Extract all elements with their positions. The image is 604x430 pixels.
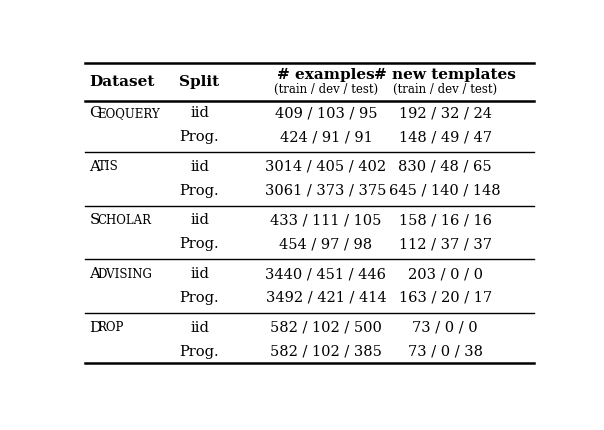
- Text: Dataset: Dataset: [89, 75, 155, 89]
- Text: S: S: [89, 213, 100, 227]
- Text: (train / dev / test): (train / dev / test): [393, 83, 497, 96]
- Text: 203 / 0 / 0: 203 / 0 / 0: [408, 267, 483, 281]
- Text: 148 / 49 / 47: 148 / 49 / 47: [399, 130, 492, 144]
- Text: iid: iid: [190, 267, 209, 281]
- Text: 3492 / 421 / 414: 3492 / 421 / 414: [266, 291, 386, 305]
- Text: iid: iid: [190, 321, 209, 335]
- Text: 433 / 111 / 105: 433 / 111 / 105: [270, 213, 382, 227]
- Text: EOQUERY: EOQUERY: [97, 107, 160, 120]
- Text: Split: Split: [179, 75, 220, 89]
- Text: A: A: [89, 160, 100, 174]
- Text: 424 / 91 / 91: 424 / 91 / 91: [280, 130, 372, 144]
- Text: 582 / 102 / 385: 582 / 102 / 385: [270, 344, 382, 359]
- Text: 192 / 32 / 24: 192 / 32 / 24: [399, 106, 492, 120]
- Text: D: D: [89, 321, 102, 335]
- Text: 3014 / 405 / 402: 3014 / 405 / 402: [265, 160, 387, 174]
- Text: Prog.: Prog.: [180, 184, 219, 198]
- Text: 112 / 37 / 37: 112 / 37 / 37: [399, 237, 492, 251]
- Text: 454 / 97 / 98: 454 / 97 / 98: [280, 237, 373, 251]
- Text: 3440 / 451 / 446: 3440 / 451 / 446: [265, 267, 387, 281]
- Text: 163 / 20 / 17: 163 / 20 / 17: [399, 291, 492, 305]
- Text: 409 / 103 / 95: 409 / 103 / 95: [275, 106, 377, 120]
- Text: G: G: [89, 106, 102, 120]
- Text: Prog.: Prog.: [180, 291, 219, 305]
- Text: 645 / 140 / 148: 645 / 140 / 148: [390, 184, 501, 198]
- Text: iid: iid: [190, 213, 209, 227]
- Text: TIS: TIS: [97, 160, 118, 173]
- Text: 582 / 102 / 500: 582 / 102 / 500: [270, 321, 382, 335]
- Text: 3061 / 373 / 375: 3061 / 373 / 375: [265, 184, 387, 198]
- Text: iid: iid: [190, 160, 209, 174]
- Text: CHOLAR: CHOLAR: [97, 214, 152, 227]
- Text: 158 / 16 / 16: 158 / 16 / 16: [399, 213, 492, 227]
- Text: 73 / 0 / 38: 73 / 0 / 38: [408, 344, 483, 359]
- Text: Prog.: Prog.: [180, 130, 219, 144]
- Text: Prog.: Prog.: [180, 237, 219, 251]
- Text: A: A: [89, 267, 100, 281]
- Text: # new templates: # new templates: [374, 68, 516, 82]
- Text: 830 / 48 / 65: 830 / 48 / 65: [399, 160, 492, 174]
- Text: 73 / 0 / 0: 73 / 0 / 0: [413, 321, 478, 335]
- Text: # examples: # examples: [277, 68, 375, 82]
- Text: Prog.: Prog.: [180, 344, 219, 359]
- Text: (train / dev / test): (train / dev / test): [274, 83, 378, 96]
- Text: DVISING: DVISING: [97, 267, 152, 281]
- Text: iid: iid: [190, 106, 209, 120]
- Text: ROP: ROP: [97, 321, 124, 334]
